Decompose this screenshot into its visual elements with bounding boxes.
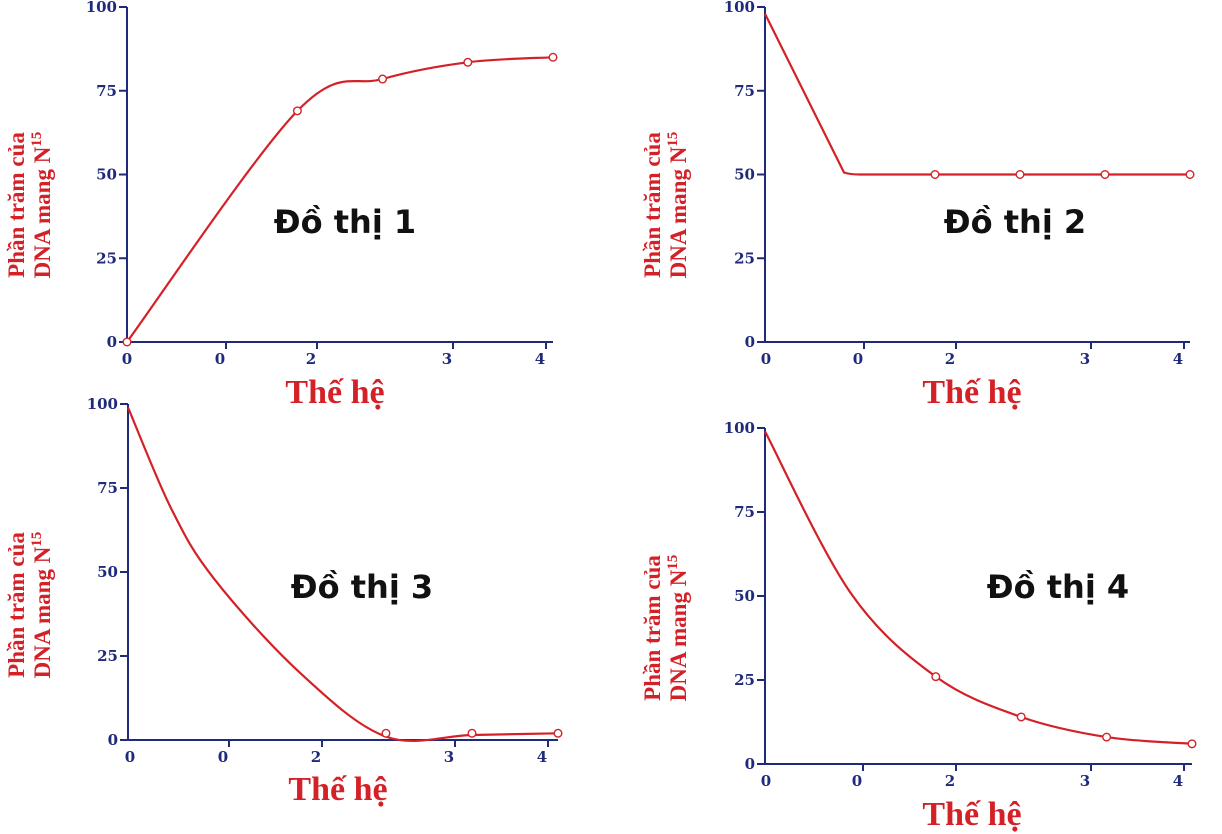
chart-title: Đồ thị 1 (274, 203, 416, 241)
data-point (1187, 739, 1197, 749)
y-axis-label-text: DNA mang N (666, 569, 691, 701)
y-tick-label: 100 (86, 0, 117, 16)
data-point (378, 74, 388, 84)
y-axis-label-superscript: 15 (29, 532, 45, 547)
y-tick-label: 50 (734, 587, 755, 605)
x-tick-label: 0 (761, 350, 771, 368)
x-tick-label: 4 (1173, 772, 1183, 790)
data-point (381, 728, 391, 738)
y-axis-label-line2: DNA mang N15 (29, 132, 55, 279)
x-axis-label: Thế hệ (285, 374, 384, 411)
data-point (1102, 732, 1112, 742)
y-axis-label: Phần trăm của DNA mang N15 (640, 555, 691, 702)
chart-title: Đồ thị 3 (291, 568, 433, 606)
y-tick-label: 75 (734, 503, 755, 521)
data-point (292, 106, 302, 116)
y-axis-label-line1: Phần trăm của (4, 532, 29, 678)
x-tick-label: 4 (537, 748, 547, 766)
y-tick-label: 25 (96, 249, 117, 267)
data-point (1185, 169, 1195, 179)
x-axis-label: Thế hệ (288, 771, 387, 808)
data-point (553, 728, 563, 738)
chart-title: Đồ thị 4 (987, 568, 1129, 606)
y-tick-label: 75 (97, 479, 118, 497)
x-axis-label: Thế hệ (922, 796, 1021, 833)
y-tick-label: 75 (734, 82, 755, 100)
x-tick-label: 4 (535, 350, 545, 368)
x-tick-label: 2 (306, 350, 316, 368)
y-tick-label: 0 (745, 333, 755, 351)
y-axis-label-text: DNA mang N (30, 546, 55, 678)
data-point (1100, 169, 1110, 179)
x-axis-label: Thế hệ (922, 374, 1021, 411)
x-tick-label: 0 (761, 772, 771, 790)
data-point (548, 52, 558, 62)
data-point (1015, 169, 1025, 179)
x-tick-label: 2 (311, 748, 321, 766)
x-tick-label: 3 (1080, 350, 1090, 368)
y-tick-label: 100 (724, 419, 755, 437)
data-point (1016, 712, 1026, 722)
x-tick-label: 3 (442, 350, 452, 368)
y-tick-label: 25 (734, 671, 755, 689)
y-tick-label: 0 (745, 755, 755, 773)
x-tick-label: 3 (1080, 772, 1090, 790)
data-point (463, 57, 473, 67)
y-tick-label: 25 (97, 647, 118, 665)
chart-title: Đồ thị 2 (944, 203, 1086, 241)
y-axis-label: Phần trăm của DNA mang N15 (4, 132, 55, 279)
y-tick-label: 75 (96, 82, 117, 100)
y-tick-label: 0 (107, 333, 117, 351)
y-tick-label: 50 (97, 563, 118, 581)
x-tick-label: 0 (122, 350, 132, 368)
y-tick-label: 100 (724, 0, 755, 16)
x-tick-label: 3 (444, 748, 454, 766)
y-tick-label: 50 (734, 166, 755, 184)
x-tick-label: 0 (125, 748, 135, 766)
x-tick-label: 0 (853, 350, 863, 368)
y-tick-label: 50 (96, 166, 117, 184)
y-axis-label-line2: DNA mang N15 (665, 555, 691, 702)
series-line (126, 56, 554, 343)
y-tick-label: 100 (87, 395, 118, 413)
y-tick-label: 25 (734, 249, 755, 267)
y-axis-label-line1: Phần trăm của (4, 132, 29, 278)
y-axis-label-line2: DNA mang N15 (665, 132, 691, 279)
y-axis-label: Phần trăm của DNA mang N15 (4, 532, 55, 679)
y-axis-label-superscript: 15 (665, 132, 681, 147)
x-tick-label: 0 (215, 350, 225, 368)
y-axis-label-text: DNA mang N (30, 146, 55, 278)
series-line (764, 13, 1190, 176)
y-axis-label-line2: DNA mang N15 (29, 532, 55, 679)
data-point (122, 337, 132, 347)
y-axis-label-text: DNA mang N (666, 146, 691, 278)
x-tick-label: 2 (945, 772, 955, 790)
data-point (930, 169, 940, 179)
x-tick-label: 0 (852, 772, 862, 790)
y-axis-label-line1: Phần trăm của (640, 132, 665, 278)
x-tick-label: 4 (1173, 350, 1183, 368)
y-axis-label-line1: Phần trăm của (640, 555, 665, 701)
data-point (467, 728, 477, 738)
x-tick-label: 2 (945, 350, 955, 368)
y-axis-label: Phần trăm của DNA mang N15 (640, 132, 691, 279)
y-tick-label: 0 (108, 731, 118, 749)
data-point (931, 672, 941, 682)
x-tick-label: 0 (218, 748, 228, 766)
y-axis-label-superscript: 15 (29, 132, 45, 147)
y-axis-label-superscript: 15 (665, 555, 681, 570)
